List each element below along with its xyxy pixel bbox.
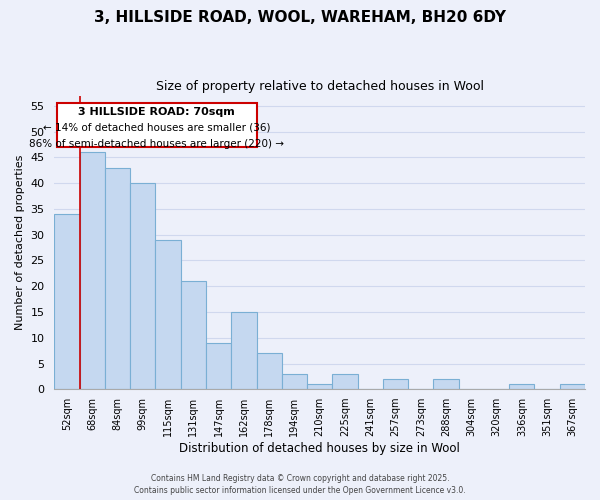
Text: ← 14% of detached houses are smaller (36): ← 14% of detached houses are smaller (36… (43, 123, 271, 133)
Bar (282, 374, 307, 390)
Bar (257, 353, 282, 390)
Bar (307, 384, 332, 390)
Title: Size of property relative to detached houses in Wool: Size of property relative to detached ho… (156, 80, 484, 93)
Bar (155, 240, 181, 390)
Bar (560, 384, 585, 390)
Bar (383, 379, 408, 390)
Text: 86% of semi-detached houses are larger (220) →: 86% of semi-detached houses are larger (… (29, 139, 284, 149)
Bar (206, 343, 231, 390)
Y-axis label: Number of detached properties: Number of detached properties (15, 154, 25, 330)
Bar (181, 281, 206, 390)
Bar (105, 168, 130, 390)
Text: Contains HM Land Registry data © Crown copyright and database right 2025.
Contai: Contains HM Land Registry data © Crown c… (134, 474, 466, 495)
Text: 3, HILLSIDE ROAD, WOOL, WAREHAM, BH20 6DY: 3, HILLSIDE ROAD, WOOL, WAREHAM, BH20 6D… (94, 10, 506, 25)
FancyBboxPatch shape (57, 104, 257, 147)
Bar (433, 379, 458, 390)
Bar (509, 384, 535, 390)
Bar (332, 374, 358, 390)
Bar (231, 312, 257, 390)
Text: 3 HILLSIDE ROAD: 70sqm: 3 HILLSIDE ROAD: 70sqm (79, 107, 235, 117)
X-axis label: Distribution of detached houses by size in Wool: Distribution of detached houses by size … (179, 442, 460, 455)
Bar (130, 183, 155, 390)
Bar (55, 214, 80, 390)
Bar (80, 152, 105, 390)
